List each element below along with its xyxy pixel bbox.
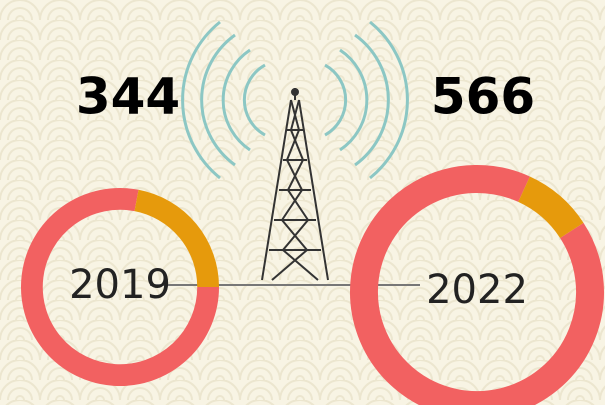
total-value: 344 xyxy=(76,68,180,126)
year-label: 2019 xyxy=(69,262,171,308)
year-label: 2022 xyxy=(426,267,528,313)
total-value: 566 xyxy=(431,68,535,126)
infographic: 344 2019 566 2022 xyxy=(0,0,605,405)
page: {"chart_data": [ {"type": "donut", "tota… xyxy=(0,0,605,405)
